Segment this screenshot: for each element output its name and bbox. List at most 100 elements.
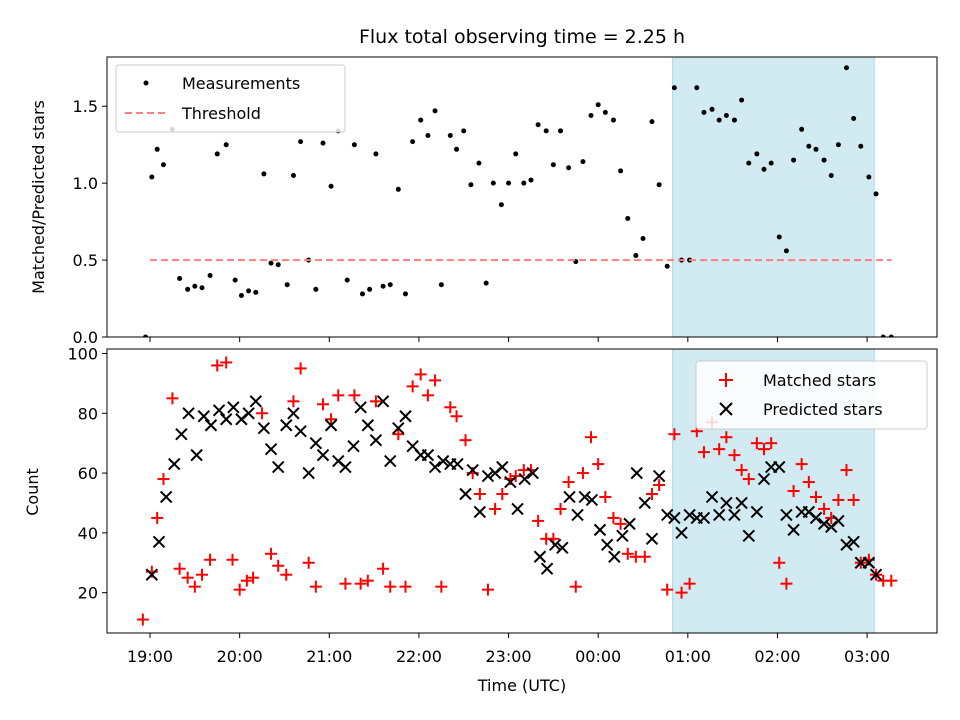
matched-stars-point [787, 485, 800, 497]
predicted-stars-point [817, 517, 831, 531]
ratio-panel: 0.0 0.5 1.0 1.5 Flux total observing time =… [29, 26, 938, 347]
matched-stars-point [211, 359, 224, 372]
matched-stars-point [683, 577, 696, 590]
measurement-point [268, 260, 274, 266]
matched-stars-point [272, 559, 285, 572]
measurement-point [402, 291, 408, 297]
matched-stars-point [399, 580, 412, 593]
predicted-stars-point [593, 523, 607, 537]
predicted-stars-point [212, 404, 226, 417]
predicted-stars-point [227, 401, 240, 414]
predicted-stars-point [204, 419, 218, 432]
matched-stars-point [157, 473, 170, 486]
matched-stars-point [339, 577, 352, 590]
y-tick-label: 100 [67, 344, 98, 363]
matched-stars-point [576, 467, 589, 480]
predicted-stars-point [302, 466, 315, 480]
measurement-point [835, 142, 841, 148]
predicted-stars-point [540, 562, 554, 575]
matched-stars-point [780, 577, 793, 590]
matched-stars-point [773, 556, 786, 569]
predicted-stars-point [354, 401, 367, 414]
predicted-stars-point [757, 472, 771, 486]
measurement-point [791, 157, 797, 163]
predicted-stars-point [145, 568, 159, 581]
predicted-stars-point [697, 511, 711, 525]
matched-stars-point [247, 571, 260, 584]
measurement-point [214, 151, 220, 157]
matched-stars-point [668, 428, 681, 441]
matched-stars-point [758, 443, 771, 456]
predicted-stars-point [168, 457, 181, 471]
predicted-stars-point [264, 442, 278, 456]
predicted-stars-point [578, 490, 591, 504]
predicted-stars-point [780, 508, 793, 522]
predicted-stars-point [271, 460, 285, 474]
predicted-stars-point [660, 508, 674, 522]
measurement-point [656, 182, 662, 188]
predicted-stars-point [504, 475, 517, 489]
measurement-point [313, 286, 319, 292]
matched-stars-point [832, 493, 845, 506]
predicted-stars-point [548, 538, 562, 552]
matched-stars-point [166, 392, 179, 405]
measurement-point [799, 126, 805, 132]
matched-stars-point [444, 401, 457, 414]
predicted-stars-point [190, 448, 203, 462]
predicted-stars-point [421, 448, 435, 462]
measurement-point [888, 334, 894, 337]
matched-stars-point [429, 374, 442, 387]
matched-stars-point [885, 574, 898, 587]
predicted-stars-point [496, 460, 509, 474]
matched-stars-point [661, 583, 674, 596]
measurement-point [558, 128, 564, 134]
predicted-stars-point [832, 514, 845, 528]
matched-stars-point [136, 613, 149, 626]
measurement-point [298, 139, 304, 145]
measurement-point [521, 180, 527, 186]
measurement-point [490, 180, 496, 186]
matched-stars-point [361, 574, 374, 587]
predicted-stars-point [294, 425, 307, 438]
matched-stars-point [240, 574, 253, 587]
matched-stars-point [638, 550, 651, 563]
measurement-point [610, 117, 616, 123]
matched-stars-point [720, 431, 733, 444]
matched-stars-point [459, 434, 472, 447]
measurement-point [723, 112, 729, 118]
predicted-stars-point [376, 395, 390, 408]
legend-matched-marker [719, 373, 733, 387]
measurement-point [359, 291, 365, 297]
predicted-stars-point [526, 466, 539, 480]
measurement-point [320, 140, 326, 146]
predicted-stars-point [847, 535, 860, 549]
measurement-point [754, 151, 760, 157]
predicted-stars-point [585, 493, 599, 507]
x-tick-label: 21:00 [306, 647, 352, 666]
matched-stars-point [728, 449, 741, 462]
matched-stars-point [369, 395, 382, 408]
predicted-stars-point [466, 463, 479, 477]
measurement-point [843, 65, 849, 71]
predicted-stars-point [787, 523, 800, 537]
measurement-point [149, 174, 155, 180]
matched-stars-point [226, 553, 239, 566]
y-tick-label: 1.0 [73, 174, 98, 193]
matched-stars-point [473, 487, 486, 500]
measurement-point [602, 109, 608, 115]
x-tick-label: 19:00 [127, 647, 173, 666]
measurement-point [550, 162, 556, 168]
measurement-point [709, 106, 715, 112]
measurement-point [328, 183, 334, 189]
predicted-stars-point [533, 550, 547, 563]
matched-stars-point [181, 571, 194, 584]
matched-stars-point [607, 511, 620, 524]
measurement-point [873, 191, 879, 197]
measurement-point [223, 142, 229, 148]
predicted-stars-point [600, 538, 614, 552]
measurement-point [813, 146, 819, 152]
legend-measurements-marker [143, 80, 149, 86]
predicted-stars-point [705, 490, 719, 504]
measurement-point [880, 334, 886, 337]
ratio-y-axis: 0.0 0.5 1.0 1.5 [73, 97, 107, 347]
